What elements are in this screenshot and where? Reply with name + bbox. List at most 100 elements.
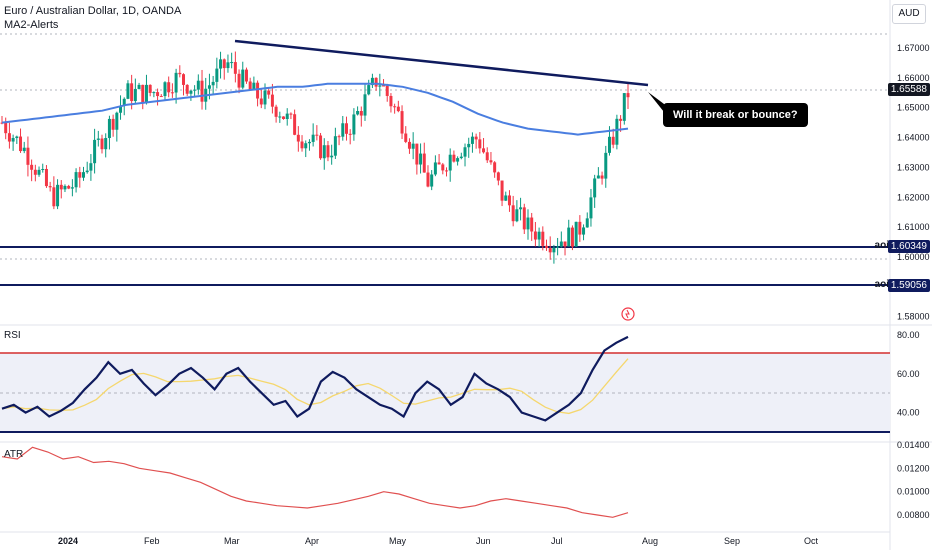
candle-body [63,185,67,190]
candle-body [163,82,167,97]
candle-body [285,113,289,120]
candle [511,195,515,227]
candle-body [352,114,356,135]
candle-body [178,72,182,75]
candle [563,241,567,256]
candle-body [233,62,237,74]
candle [556,237,560,256]
candle [626,83,630,109]
candle-body [370,77,374,86]
alert-clock-icon[interactable] [621,307,635,321]
candle-body [137,84,141,89]
candle-body [578,221,582,235]
candle-body [619,118,623,121]
candle [470,132,474,153]
candle [0,115,4,125]
candle-body [626,93,630,98]
candle [319,132,323,160]
candle [582,224,586,241]
candle [178,65,182,78]
candle-body [330,155,334,158]
candle-body [470,136,474,144]
currency-button[interactable]: AUD [892,4,926,24]
candle [144,74,148,105]
candle [548,236,552,260]
candle-body [322,145,326,159]
candle [293,109,297,136]
candles-group [0,51,630,264]
atr-pane-label[interactable]: ATR [4,449,24,460]
rsi-pane-label[interactable]: RSI [4,330,21,341]
candle [200,69,204,110]
aoi-tag-upper: aoi [874,240,889,251]
candle [215,57,219,89]
candle-body [574,221,578,247]
time-axis[interactable]: 2024 Feb Mar Apr May Jun Jul Aug Sep Oct [58,536,819,546]
candle [352,108,356,141]
candle [519,197,523,221]
candle-body [81,172,85,178]
candle-body [252,82,256,90]
time-tick: Oct [804,536,819,546]
candle-body [604,152,608,179]
candle [322,138,326,170]
candle [348,129,352,145]
candle-body [448,154,452,171]
candle-body [222,59,226,69]
aoi-tag-lower: aoi [874,279,889,290]
candle [433,155,437,177]
candle [211,75,215,94]
candle-body [337,136,341,138]
candle [285,108,289,126]
candle-body [0,122,4,124]
candle-body [26,147,30,165]
candle-body [333,136,337,156]
candle [44,165,48,188]
price-tick: 1.66000 [897,73,930,83]
candle [393,103,397,114]
candle [7,122,11,149]
candle-body [493,162,497,173]
candle-body [296,134,300,142]
candle [474,133,478,149]
candle-body [33,169,37,175]
candle [356,106,360,116]
candle [500,180,504,207]
candle [341,116,345,141]
candle [615,114,619,150]
candle-body [315,134,319,136]
candle [137,82,141,90]
candle-body [437,162,441,165]
candle-body [407,141,411,149]
candle-body [126,83,130,99]
candle-body [248,81,252,90]
candle-body [122,98,126,106]
chart-title[interactable]: Euro / Australian Dollar, 1D, OANDA [4,5,182,17]
candle [52,176,56,210]
time-tick: Jul [551,536,563,546]
candle-body [359,111,363,116]
candle [96,130,100,147]
candle [170,83,174,98]
candle-body [389,95,393,107]
candle-body [78,172,82,178]
candle [300,135,304,152]
candle [33,164,37,182]
candle [304,140,308,158]
candle [415,143,419,175]
candle-body [500,180,504,201]
candle-body [37,169,41,175]
candle [256,80,260,107]
price-axis[interactable]: 1.67000 1.66000 1.65000 1.64000 1.63000 1.620… [897,43,930,322]
trendline[interactable] [234,39,649,87]
candle [163,81,167,101]
candle [189,90,193,101]
candle-body [611,136,615,145]
candle-body [56,184,60,207]
candle [585,212,589,228]
candle-body [282,116,286,120]
candle [389,93,393,113]
candle [174,68,178,104]
indicator-label[interactable]: MA2-Alerts [4,19,59,31]
